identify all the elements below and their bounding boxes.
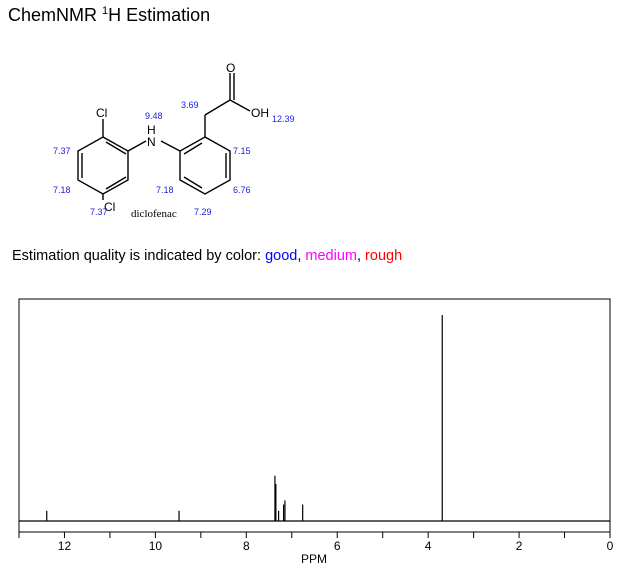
shift-right-d: 7.18: [156, 185, 174, 195]
plot-frame: [18, 298, 611, 533]
x-tick-label: 4: [425, 539, 432, 553]
quality-rough: rough: [365, 248, 403, 264]
x-tick-label: 12: [58, 539, 72, 553]
atom-carbonyl-o: O: [226, 61, 235, 75]
molecule-name: diclofenac: [131, 208, 177, 220]
x-tick-label: 2: [516, 539, 523, 553]
x-axis: 12 10 8 6 4 2 0: [18, 532, 614, 553]
x-tick-label: 0: [607, 539, 614, 553]
shift-ch2: 3.69: [181, 100, 199, 110]
x-tick-label: 10: [149, 539, 163, 553]
atom-nh-h: H: [147, 123, 156, 137]
atom-n: N: [147, 135, 156, 149]
molecule-atoms: Cl H N Cl O OH diclofenac: [96, 61, 269, 220]
atom-cl-bottom: Cl: [104, 200, 115, 214]
quality-legend: Estimation quality is indicated by color…: [12, 248, 403, 264]
peaks-group: [46, 315, 443, 521]
shift-right-c: 7.29: [194, 207, 212, 217]
quality-medium: medium: [305, 248, 357, 264]
x-axis-title: PPM: [301, 552, 327, 566]
shift-right-b: 6.76: [233, 185, 251, 195]
x-tick-label: 8: [243, 539, 250, 553]
shift-left-c: 7.37: [90, 207, 108, 217]
shift-labels: 9.48 3.69 12.39 7.37 7.18 7.37 7.15 6.76…: [53, 100, 295, 217]
shift-left-b: 7.18: [53, 185, 71, 195]
molecule-structure: [77, 73, 251, 200]
atom-hydroxyl: OH: [251, 106, 269, 120]
quality-good: good: [265, 248, 298, 264]
x-tick-label: 6: [334, 539, 341, 553]
shift-left-a: 7.37: [53, 146, 71, 156]
atom-cl-top: Cl: [96, 106, 107, 120]
shift-right-a: 7.15: [233, 146, 251, 156]
page-title: ChemNMR 1H Estimation: [8, 5, 211, 25]
shift-cooh: 12.39: [272, 114, 295, 124]
shift-nh: 9.48: [145, 111, 163, 121]
